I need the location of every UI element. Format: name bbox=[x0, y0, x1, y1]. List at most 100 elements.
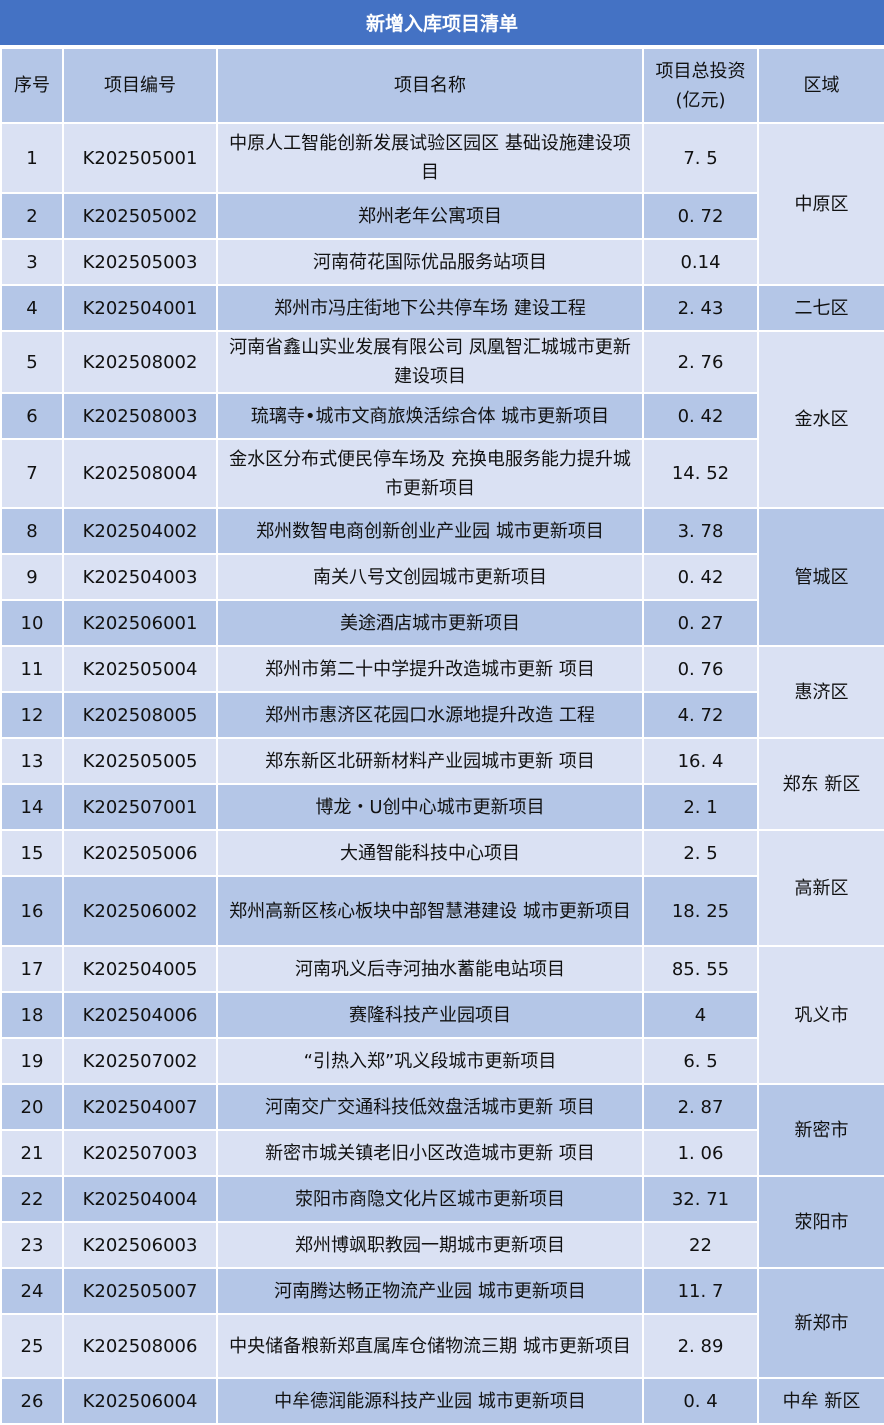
header-code: 项目编号 bbox=[62, 47, 218, 124]
table-row: 24 K202505007 河南腾达畅正物流产业园 城市更新项目 11. 7 新郑市 bbox=[0, 1267, 884, 1379]
project-investment: 0. 42 bbox=[642, 392, 759, 440]
table-row: 20 K202504007 河南交广交通科技低效盘活城市更新 项目 2. 87 新密市 bbox=[0, 1083, 884, 1177]
project-code: K202506003 bbox=[62, 1221, 218, 1269]
project-investment: 6. 5 bbox=[642, 1037, 759, 1085]
project-code: K202507003 bbox=[62, 1129, 218, 1177]
project-name: 中原人工智能创新发展试验区园区 基础设施建设项目 bbox=[216, 122, 644, 194]
row-number: 16 bbox=[0, 875, 64, 947]
row-number: 3 bbox=[0, 238, 64, 286]
project-name: 新密市城关镇老旧小区改造城市更新 项目 bbox=[216, 1129, 644, 1177]
project-name: 中央储备粮新郑直属库仓储物流三期 城市更新项目 bbox=[216, 1313, 644, 1379]
project-name: 南关八号文创园城市更新项目 bbox=[216, 553, 644, 601]
project-investment: 14. 52 bbox=[642, 438, 759, 509]
project-code: K202505001 bbox=[62, 122, 218, 194]
project-code: K202506004 bbox=[62, 1377, 218, 1425]
project-code: K202505004 bbox=[62, 645, 218, 693]
row-number: 4 bbox=[0, 284, 64, 332]
project-name: 郑州市惠济区花园口水源地提升改造 工程 bbox=[216, 691, 644, 739]
project-investment: 2. 87 bbox=[642, 1083, 759, 1131]
project-investment: 4 bbox=[642, 991, 759, 1039]
project-code: K202506002 bbox=[62, 875, 218, 947]
header-name: 项目名称 bbox=[216, 47, 644, 124]
project-code: K202505007 bbox=[62, 1267, 218, 1315]
project-name: 郑东新区北研新材料产业园城市更新 项目 bbox=[216, 737, 644, 785]
row-number: 19 bbox=[0, 1037, 64, 1085]
project-investment: 2. 76 bbox=[642, 330, 759, 394]
project-name: 郑州老年公寓项目 bbox=[216, 192, 644, 240]
table-row: 15 K202505006 大通智能科技中心项目 2. 5 高新区 bbox=[0, 829, 884, 947]
row-number: 20 bbox=[0, 1083, 64, 1131]
region-cell: 巩义市 bbox=[757, 945, 884, 1085]
project-investment: 85. 55 bbox=[642, 945, 759, 993]
header-region: 区域 bbox=[757, 47, 884, 124]
project-investment: 0.14 bbox=[642, 238, 759, 286]
table-row: 16 K202506002 郑州高新区核心板块中部智慧港建设 城市更新项目 18. 2… bbox=[0, 875, 884, 947]
project-code: K202505005 bbox=[62, 737, 218, 785]
table-row: 22 K202504004 荥阳市商隐文化片区城市更新项目 32. 71 荥阳市 bbox=[0, 1175, 884, 1269]
row-number: 1 bbox=[0, 122, 64, 194]
project-investment: 16. 4 bbox=[642, 737, 759, 785]
project-investment: 0. 4 bbox=[642, 1377, 759, 1425]
table-row: 8 K202504002 郑州数智电商创新创业产业园 城市更新项目 3. 78 管城区 bbox=[0, 507, 884, 647]
row-number: 22 bbox=[0, 1175, 64, 1223]
header-no: 序号 bbox=[0, 47, 64, 124]
table-row: 12 K202508005 郑州市惠济区花园口水源地提升改造 工程 4. 72 bbox=[0, 691, 884, 739]
project-code: K202507002 bbox=[62, 1037, 218, 1085]
region-cell: 二七区 bbox=[757, 284, 884, 332]
project-name: 郑州市第二十中学提升改造城市更新 项目 bbox=[216, 645, 644, 693]
project-investment: 18. 25 bbox=[642, 875, 759, 947]
project-investment: 2. 5 bbox=[642, 829, 759, 877]
project-name: 河南腾达畅正物流产业园 城市更新项目 bbox=[216, 1267, 644, 1315]
row-number: 12 bbox=[0, 691, 64, 739]
project-investment: 1. 06 bbox=[642, 1129, 759, 1177]
project-name: 河南交广交通科技低效盘活城市更新 项目 bbox=[216, 1083, 644, 1131]
table-row: 2 K202505002 郑州老年公寓项目 0. 72 bbox=[0, 192, 884, 240]
project-investment: 32. 71 bbox=[642, 1175, 759, 1223]
project-code: K202504003 bbox=[62, 553, 218, 601]
region-cell: 郑东 新区 bbox=[757, 737, 884, 831]
project-code: K202508006 bbox=[62, 1313, 218, 1379]
region-cell: 金水区 bbox=[757, 330, 884, 509]
table-row: 11 K202505004 郑州市第二十中学提升改造城市更新 项目 0. 76 惠济区 bbox=[0, 645, 884, 739]
table-row: 10 K202506001 美途酒店城市更新项目 0. 27 bbox=[0, 599, 884, 647]
project-name: 河南巩义后寺河抽水蓄能电站项目 bbox=[216, 945, 644, 993]
row-number: 23 bbox=[0, 1221, 64, 1269]
region-cell: 惠济区 bbox=[757, 645, 884, 739]
project-investment: 11. 7 bbox=[642, 1267, 759, 1315]
project-investment: 0. 72 bbox=[642, 192, 759, 240]
project-code: K202504005 bbox=[62, 945, 218, 993]
project-name: 郑州高新区核心板块中部智慧港建设 城市更新项目 bbox=[216, 875, 644, 947]
project-investment: 2. 89 bbox=[642, 1313, 759, 1379]
table-row: 6 K202508003 琉璃寺•城市文商旅焕活综合体 城市更新项目 0. 42 bbox=[0, 392, 884, 440]
row-number: 25 bbox=[0, 1313, 64, 1379]
row-number: 10 bbox=[0, 599, 64, 647]
region-cell: 管城区 bbox=[757, 507, 884, 647]
project-name: 金水区分布式便民停车场及 充换电服务能力提升城市更新项目 bbox=[216, 438, 644, 509]
project-investment: 3. 78 bbox=[642, 507, 759, 555]
table-row: 7 K202508004 金水区分布式便民停车场及 充换电服务能力提升城市更新项目 1… bbox=[0, 438, 884, 509]
project-name: 中牟德润能源科技产业园 城市更新项目 bbox=[216, 1377, 644, 1425]
table-row: 23 K202506003 郑州博飒职教园一期城市更新项目 22 bbox=[0, 1221, 884, 1269]
row-number: 7 bbox=[0, 438, 64, 509]
table-row: 19 K202507002 “引热入郑”巩义段城市更新项目 6. 5 bbox=[0, 1037, 884, 1085]
project-name: 美途酒店城市更新项目 bbox=[216, 599, 644, 647]
table-row: 21 K202507003 新密市城关镇老旧小区改造城市更新 项目 1. 06 bbox=[0, 1129, 884, 1177]
project-code: K202505006 bbox=[62, 829, 218, 877]
row-number: 13 bbox=[0, 737, 64, 785]
project-code: K202508004 bbox=[62, 438, 218, 509]
table-row: 3 K202505003 河南荷花国际优品服务站项目 0.14 bbox=[0, 238, 884, 286]
table-row: 14 K202507001 博龙・U创中心城市更新项目 2. 1 bbox=[0, 783, 884, 831]
row-number: 24 bbox=[0, 1267, 64, 1315]
table-row: 18 K202504006 赛隆科技产业园项目 4 bbox=[0, 991, 884, 1039]
project-investment: 22 bbox=[642, 1221, 759, 1269]
project-name: “引热入郑”巩义段城市更新项目 bbox=[216, 1037, 644, 1085]
project-name: 荥阳市商隐文化片区城市更新项目 bbox=[216, 1175, 644, 1223]
region-cell: 中原区 bbox=[757, 122, 884, 286]
project-code: K202504007 bbox=[62, 1083, 218, 1131]
project-investment: 0. 42 bbox=[642, 553, 759, 601]
region-cell: 新郑市 bbox=[757, 1267, 884, 1379]
row-number: 11 bbox=[0, 645, 64, 693]
project-name: 郑州市冯庄街地下公共停车场 建设工程 bbox=[216, 284, 644, 332]
project-code: K202508003 bbox=[62, 392, 218, 440]
